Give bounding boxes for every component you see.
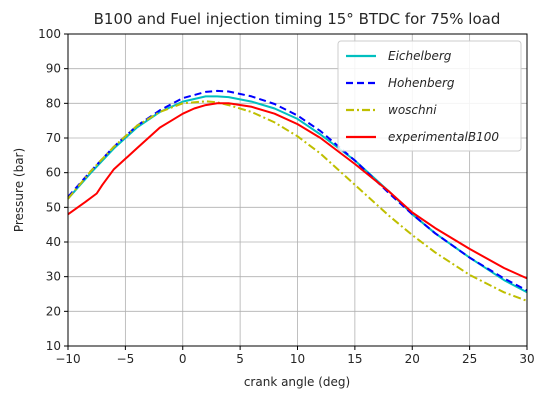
- y-tick-label: 100: [38, 27, 61, 41]
- y-tick-label: 20: [46, 304, 61, 318]
- series-line-woschni: [67, 100, 528, 302]
- series-line-experimentalb100: [67, 102, 528, 280]
- x-tick-label: 25: [462, 352, 477, 366]
- x-tick-label: −10: [55, 352, 80, 366]
- series-line-hohenberg: [67, 89, 528, 292]
- legend: Eichelberg Hohenberg woschni experimentalB1…: [337, 40, 522, 152]
- y-tick-label: 40: [46, 235, 61, 249]
- y-tick-label: 90: [46, 62, 61, 76]
- y-tick-label: 60: [46, 166, 61, 180]
- x-tick-label: 20: [405, 352, 420, 366]
- x-tick-label: 30: [519, 352, 534, 366]
- legend-box: [337, 40, 522, 152]
- chart-title: B100 and Fuel injection timing 15° BTDC …: [94, 10, 501, 28]
- y-tick-label: 10: [46, 339, 61, 353]
- legend-label-woschni: woschni: [388, 103, 437, 117]
- series-line-eichelberg: [67, 95, 528, 294]
- legend-label-eichelberg: Eichelberg: [388, 49, 452, 63]
- x-tick-label: 0: [179, 352, 187, 366]
- x-tick-label: −5: [117, 352, 135, 366]
- plot-frame: [67, 33, 528, 347]
- legend-label-experimentalb100: experimentalB100: [388, 130, 499, 144]
- y-tick-label: 80: [46, 96, 61, 110]
- y-axis-label: Pressure (bar): [12, 148, 26, 232]
- series-lines: [67, 89, 528, 302]
- y-tick-label: 70: [46, 131, 61, 145]
- y-tick-label: 30: [46, 270, 61, 284]
- legend-label-hohenberg: Hohenberg: [388, 76, 455, 90]
- axis-ticks: −10 −5 0 5 10 15 20 25 30 10 20 30 40 50 60 70 80 90 100: [38, 27, 535, 366]
- x-tick-label: 10: [290, 352, 305, 366]
- x-tick-label: 5: [236, 352, 244, 366]
- x-axis-label: crank angle (deg): [244, 375, 350, 389]
- y-tick-label: 50: [46, 200, 61, 214]
- x-tick-label: 15: [347, 352, 362, 366]
